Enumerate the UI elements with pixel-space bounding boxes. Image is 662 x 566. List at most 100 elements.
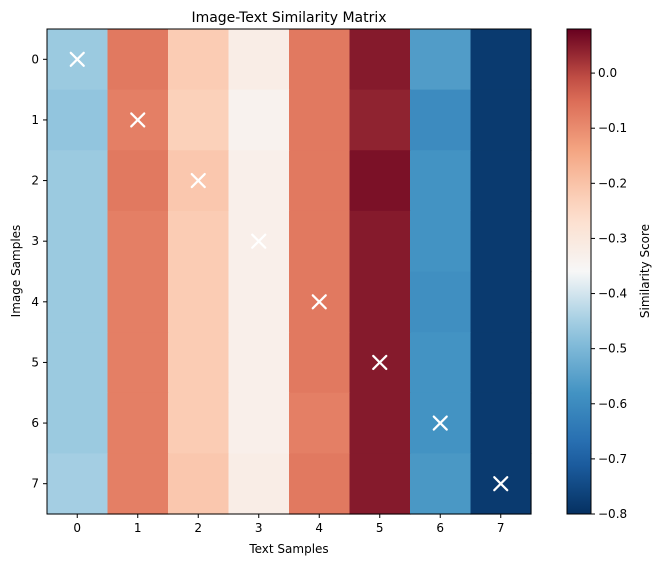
y-tick-label: 2: [31, 174, 39, 188]
diagonal-marker: [311, 294, 327, 310]
colorbar-tick-label: −0.3: [598, 231, 627, 245]
x-tick-label: 4: [315, 521, 323, 535]
heatmap-cell: [410, 332, 472, 394]
heatmap-cell: [410, 271, 472, 333]
heatmap-cell: [168, 453, 230, 515]
diagonal-marker: [493, 476, 509, 492]
heatmap-cell: [470, 392, 532, 454]
heatmap-cell: [349, 271, 411, 333]
diagonal-marker: [372, 354, 388, 371]
x-tick-label: 6: [436, 521, 444, 535]
heatmap-cell: [228, 29, 290, 91]
y-tick-label: 3: [31, 234, 39, 248]
heatmap-cell: [289, 29, 351, 91]
heatmap-cell: [228, 89, 290, 151]
x-tick-label: 5: [376, 521, 384, 535]
heatmap-cell: [168, 332, 230, 394]
colorbar-tick-label: −0.2: [598, 176, 627, 190]
y-tick-label: 6: [31, 416, 39, 430]
heatmap-cell: [289, 332, 351, 394]
heatmap-cell: [289, 89, 351, 151]
heatmap-cell: [168, 210, 230, 273]
heatmap-cell: [107, 332, 169, 394]
heatmap-cell: [349, 150, 411, 212]
heatmap-cell: [470, 332, 532, 394]
x-tick-label: 0: [73, 521, 81, 535]
heatmap-cell: [470, 271, 532, 333]
heatmap-cell: [410, 210, 472, 273]
y-axis-ticks: 0 1 2 3 4 5 6 7: [31, 52, 47, 491]
heatmap-cell: [228, 392, 290, 454]
heatmap-cell: [168, 392, 230, 454]
heatmap-cell: [349, 210, 411, 273]
heatmap-cell: [228, 150, 290, 212]
y-tick-label: 4: [31, 295, 39, 309]
heatmap-cell: [47, 210, 109, 273]
x-tick-label: 1: [134, 521, 142, 535]
x-axis-ticks: 0 1 2 3 4 5 6 7: [73, 514, 505, 535]
colorbar-tick-label: 0.0: [598, 66, 617, 80]
diagonal-marker: [432, 415, 448, 431]
heatmap-cell: [107, 453, 169, 515]
heatmap-cell: [47, 89, 109, 151]
heatmap-cell: [47, 453, 109, 515]
y-axis-label: Image Samples: [9, 225, 23, 318]
chart-title: Image-Text Similarity Matrix: [191, 10, 386, 26]
heatmap-cell: [410, 453, 472, 515]
heatmap-cell: [470, 150, 532, 212]
colorbar-tick-label: −0.4: [598, 287, 627, 301]
heatmap-cell: [47, 150, 109, 212]
colorbar-tick-label: −0.1: [598, 121, 627, 135]
heatmap-cell: [168, 271, 230, 333]
plot-frame: [46, 28, 532, 515]
heatmap-cell: [410, 150, 472, 212]
diagonal-marker: [251, 233, 267, 249]
colorbar-label: Similarity Score: [638, 224, 652, 318]
x-tick-label: 7: [497, 521, 505, 535]
diagonal-marker: [190, 172, 206, 189]
heatmap-cell: [349, 29, 411, 91]
heatmap-cell: [228, 271, 290, 333]
heatmap-cell: [349, 89, 411, 151]
heatmap-cell: [107, 271, 169, 333]
heatmap-cell: [228, 332, 290, 394]
heatmap-cell: [168, 89, 230, 151]
diagonal-marker: [69, 51, 85, 67]
x-tick-label: 3: [255, 521, 263, 535]
y-tick-label: 5: [31, 355, 39, 369]
x-axis-label: Text Samples: [248, 542, 328, 556]
heatmap-cell: [349, 392, 411, 454]
colorbar-ticks: 0.0 −0.1 −0.2 −0.3 −0.4 −0.5 −0.6 −0.7 −0.8: [591, 66, 627, 521]
heatmap-cell: [289, 210, 351, 273]
diagonal-markers: [69, 51, 509, 492]
y-tick-label: 0: [31, 52, 39, 66]
heatmap-cell: [228, 453, 290, 515]
heatmap-cells: [47, 29, 532, 515]
heatmap-cell: [47, 332, 109, 394]
heatmap-cell: [470, 29, 532, 91]
heatmap-cell: [470, 89, 532, 151]
y-tick-label: 7: [31, 477, 39, 491]
heatmap-cell: [47, 392, 109, 454]
heatmap-cell: [107, 210, 169, 273]
heatmap-cell: [470, 210, 532, 273]
heatmap-cell: [107, 29, 169, 91]
heatmap-cell: [410, 89, 472, 151]
heatmap-cell: [107, 150, 169, 212]
colorbar-tick-label: −0.7: [598, 452, 627, 466]
heatmap-cell: [349, 453, 411, 515]
colorbar-tick-label: −0.8: [598, 507, 627, 521]
colorbar-tick-label: −0.5: [598, 342, 627, 356]
heatmap-cell: [410, 29, 472, 91]
heatmap-cell: [289, 392, 351, 454]
diagonal-marker: [130, 112, 146, 128]
x-tick-label: 2: [194, 521, 202, 535]
y-tick-label: 1: [31, 113, 39, 127]
heatmap-cell: [289, 453, 351, 515]
heatmap-cell: [47, 271, 109, 333]
colorbar-tick-label: −0.6: [598, 397, 627, 411]
heatmap-cell: [168, 29, 230, 91]
heatmap-cell: [107, 392, 169, 454]
colorbar: [566, 28, 592, 515]
